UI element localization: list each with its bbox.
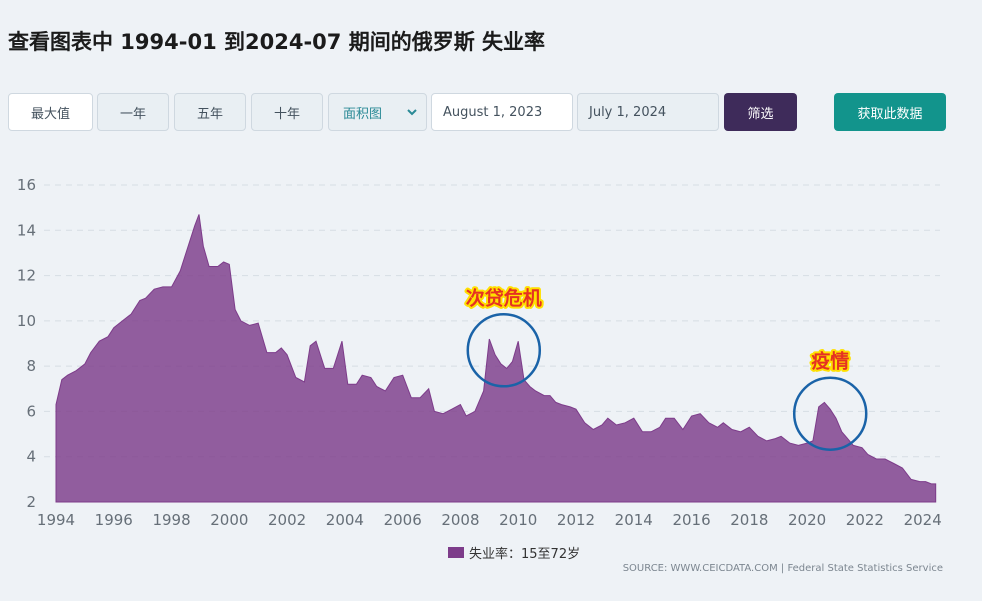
ten-year-button[interactable]: 十年 [251,93,323,131]
y-axis-ticks: 2 4 6 8 10 12 14 16 [17,176,36,511]
end-date-input[interactable]: July 1, 2024 [577,93,719,131]
x-tick-label-1998: 1998 [152,511,190,529]
five-year-button[interactable]: 五年 [174,93,246,131]
y-tick-label-10: 10 [17,312,36,330]
max-range-button[interactable]: 最大值 [8,93,93,131]
annotation-label-1: 疫情 [811,350,849,373]
source-note: SOURCE: WWW.CEICDATA.COM | Federal State… [622,563,943,574]
x-tick-label-2004: 2004 [326,511,364,529]
chart-legend[interactable]: 失业率：15至72岁 [448,543,580,562]
y-tick-label-6: 6 [26,402,36,420]
x-tick-label-2000: 2000 [210,511,248,529]
x-tick-label-2002: 2002 [268,511,306,529]
x-tick-label-2014: 2014 [615,511,653,529]
annotation-circle-1 [792,376,868,451]
y-tick-label-8: 8 [26,357,36,375]
x-tick-label-2008: 2008 [441,511,479,529]
y-tick-label-14: 14 [17,221,36,239]
page-title: 查看图表中 1994-01 到2024-07 期间的俄罗斯 失业率 [8,30,546,54]
x-tick-label-1996: 1996 [95,511,133,529]
y-tick-label-2: 2 [26,493,36,511]
toolbar: 最大值 一年 五年 十年 面积图 August 1, 2023 July 1, … [0,0,982,150]
one-year-button[interactable]: 一年 [97,93,169,131]
x-tick-label-2022: 2022 [846,511,884,529]
x-tick-label-1994: 1994 [37,511,75,529]
legend-swatch [448,547,464,558]
x-tick-label-2020: 2020 [788,511,826,529]
series-area-unemployment [55,214,937,503]
x-tick-label-2010: 2010 [499,511,537,529]
annotation-label-0: 次贷危机 [466,286,542,309]
annotation-circle-0 [466,313,542,388]
x-axis-ticks: 1994 1996 1998 2000 2002 2004 2006 2008 2010 2012… [37,511,942,529]
x-tick-label-2012: 2012 [557,511,595,529]
chart-type-select[interactable]: 面积图 [328,93,427,131]
get-data-button[interactable]: 获取此数据 [834,93,946,131]
legend-label: 失业率：15至72岁 [469,547,581,562]
x-tick-label-2024: 2024 [904,511,942,529]
y-tick-label-4: 4 [26,448,36,466]
chevron-down-icon [407,109,417,116]
y-tick-label-12: 12 [17,267,36,285]
y-tick-label-16: 16 [17,176,36,194]
x-tick-label-2016: 2016 [672,511,710,529]
filter-button[interactable]: 筛选 [724,93,797,131]
x-tick-label-2006: 2006 [384,511,422,529]
x-tick-label-2018: 2018 [730,511,768,529]
chart-type-selected-label: 面积图 [343,106,383,122]
start-date-input[interactable]: August 1, 2023 [431,93,573,131]
